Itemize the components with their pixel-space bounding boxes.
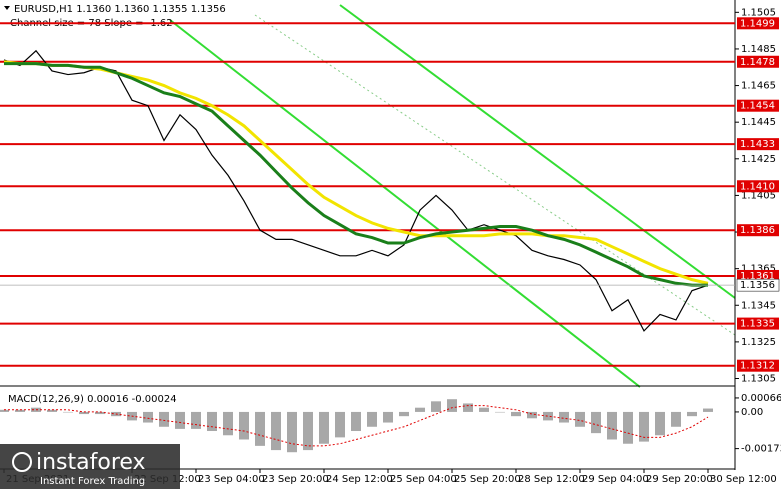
macd-bar bbox=[159, 411, 169, 427]
channel bbox=[169, 4, 736, 388]
macd-bar bbox=[639, 411, 649, 442]
chart-title: EURUSD,H1 1.1360 1.1360 1.1355 1.1356 bbox=[14, 4, 226, 15]
current-price-box bbox=[736, 278, 780, 292]
y-tick-label: 1.1445 bbox=[741, 117, 776, 128]
macd-bar bbox=[15, 409, 25, 412]
y-tick-label: 1.1405 bbox=[741, 190, 776, 201]
y-tick-label: -0.00173 bbox=[741, 444, 781, 455]
x-tick-label: 23 Sep 20:00 bbox=[262, 474, 329, 485]
macd-bar bbox=[415, 407, 425, 412]
watermark-brand: instaforex bbox=[36, 450, 146, 475]
y-tick-label: 1.1345 bbox=[741, 300, 776, 311]
title-marker bbox=[4, 6, 10, 10]
macd-bar bbox=[303, 411, 313, 451]
moving-average bbox=[4, 62, 708, 287]
macd-bar bbox=[399, 411, 409, 417]
x-tick-label: 29 Sep 04:00 bbox=[582, 474, 649, 485]
macd-bar bbox=[607, 411, 617, 440]
level-label: 1.1410 bbox=[740, 181, 775, 192]
level-label: 1.1454 bbox=[740, 101, 775, 112]
macd-bar bbox=[511, 411, 521, 417]
macd-bar bbox=[335, 411, 345, 438]
level-label-box bbox=[737, 138, 779, 151]
macd-bar bbox=[367, 411, 377, 427]
price-line bbox=[3, 49, 709, 332]
x-tick-label: 23 Sep 04:00 bbox=[198, 474, 265, 485]
y-tick-label: 1.1305 bbox=[741, 374, 776, 385]
macd-bar bbox=[527, 411, 537, 419]
macd-title: MACD(12,26,9) 0.00016 -0.00024 bbox=[8, 394, 177, 405]
macd-bar bbox=[671, 411, 681, 427]
y-tick-label: 1.1365 bbox=[741, 264, 776, 275]
level-label: 1.1478 bbox=[740, 57, 775, 68]
macd-bar bbox=[351, 411, 361, 432]
macd-bar bbox=[95, 411, 105, 415]
macd-bar bbox=[223, 411, 233, 436]
macd-bar bbox=[479, 407, 489, 412]
y-tick-label: 0.00066 bbox=[741, 393, 781, 404]
x-tick-label: 24 Sep 12:00 bbox=[326, 474, 393, 485]
level-label: 1.1312 bbox=[740, 361, 775, 372]
signal-line bbox=[4, 405, 709, 447]
y-tick-label: 1.1465 bbox=[741, 81, 776, 92]
macd-bar bbox=[207, 411, 217, 432]
level-label-box bbox=[737, 359, 779, 372]
macd-bar bbox=[559, 411, 569, 423]
macd-bar bbox=[655, 411, 665, 436]
macd-bar bbox=[543, 411, 553, 421]
level-label-box bbox=[737, 224, 779, 237]
x-tick-label: 28 Sep 12:00 bbox=[518, 474, 585, 485]
macd-bar bbox=[495, 411, 505, 413]
macd-bar bbox=[143, 411, 153, 423]
macd-bar bbox=[79, 411, 89, 415]
macd-bar bbox=[463, 403, 473, 412]
y-tick-label: 0.00 bbox=[741, 407, 763, 418]
watermark-tagline: Instant Forex Trading bbox=[40, 476, 145, 487]
y-tick-label: 1.1505 bbox=[741, 7, 776, 18]
macd-bar bbox=[447, 399, 457, 412]
x-tick-label: 25 Sep 04:00 bbox=[390, 474, 457, 485]
watermark: instaforex Instant Forex Trading bbox=[0, 444, 180, 489]
level-label-box bbox=[737, 317, 779, 330]
level-label: 1.1335 bbox=[740, 319, 775, 330]
macd-bar bbox=[271, 411, 281, 451]
level-label: 1.1386 bbox=[740, 225, 775, 236]
level-label-box bbox=[737, 180, 779, 193]
level-label: 1.1499 bbox=[740, 18, 775, 29]
y-tick-label: 1.1425 bbox=[741, 154, 776, 165]
macd-bar bbox=[687, 411, 697, 417]
macd-bar bbox=[0, 409, 9, 412]
level-label-box bbox=[737, 55, 779, 68]
x-tick-label: 25 Sep 20:00 bbox=[454, 474, 521, 485]
watermark-logo bbox=[12, 452, 32, 472]
macd-bar bbox=[575, 411, 585, 427]
channel-line bbox=[339, 4, 736, 299]
macd-bar bbox=[591, 411, 601, 434]
level-label-box bbox=[737, 17, 779, 30]
macd-bar bbox=[191, 411, 201, 429]
macd-bar bbox=[319, 411, 329, 444]
level-label-box bbox=[737, 99, 779, 112]
y-tick-label: 1.1325 bbox=[741, 337, 776, 348]
macd-bar bbox=[255, 411, 265, 446]
x-tick-label: 30 Sep 12:00 bbox=[710, 474, 777, 485]
level-label: 1.1361 bbox=[740, 271, 775, 282]
macd-bar bbox=[383, 411, 393, 423]
y-tick-label: 1.1485 bbox=[741, 44, 776, 55]
x-tick-label: 29 Sep 20:00 bbox=[646, 474, 713, 485]
channel-line bbox=[169, 19, 641, 388]
macd-bar bbox=[47, 409, 57, 412]
level-label: 1.1433 bbox=[740, 139, 775, 150]
current-price-label: 1.1356 bbox=[740, 280, 775, 291]
macd-bar bbox=[175, 411, 185, 429]
macd-bar bbox=[623, 411, 633, 444]
channel-mid bbox=[254, 14, 736, 336]
macd-bar bbox=[703, 408, 713, 412]
macd-bar bbox=[63, 411, 73, 413]
macd-bar bbox=[239, 411, 249, 440]
macd-bar bbox=[431, 401, 441, 412]
macd-bar bbox=[287, 411, 297, 453]
